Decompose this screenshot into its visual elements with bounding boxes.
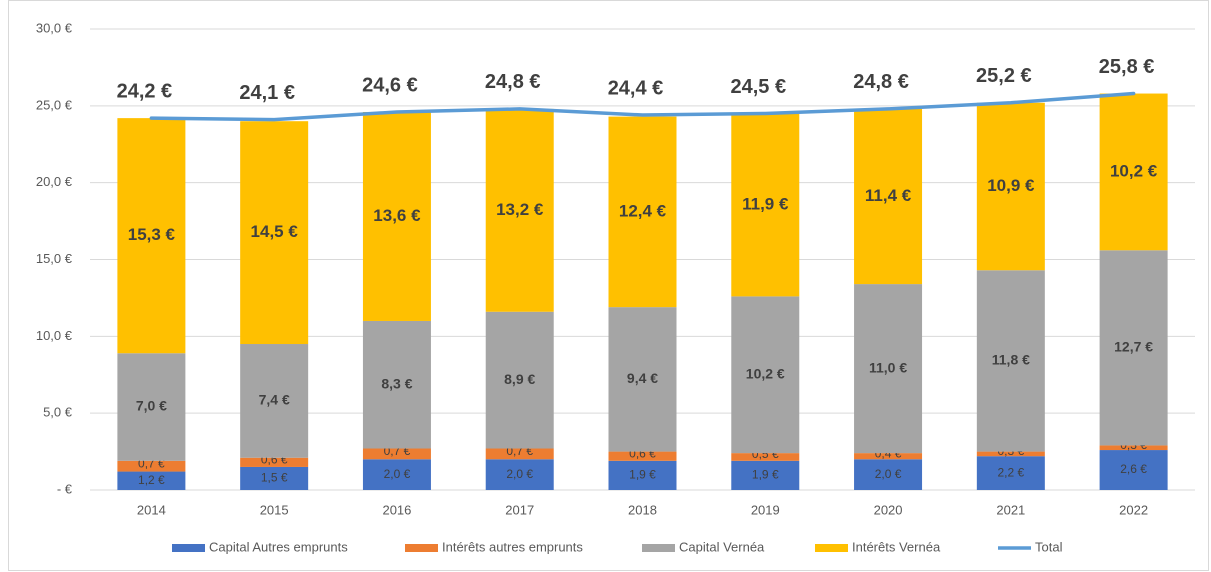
x-tick-label: 2015 xyxy=(260,502,289,517)
bar-segment xyxy=(976,270,1045,452)
data-label: 2,6 € xyxy=(1120,462,1147,476)
bar-segment xyxy=(485,459,554,490)
bar-segment xyxy=(608,451,677,461)
bar-segment xyxy=(731,453,800,461)
legend-label: Capital Autres emprunts xyxy=(209,539,348,554)
data-label: 10,2 € xyxy=(1110,161,1158,180)
x-tick-label: 2016 xyxy=(382,502,411,517)
total-label: 24,4 € xyxy=(608,77,664,99)
legend-swatch xyxy=(642,544,675,552)
line xyxy=(149,91,1136,122)
data-label: 9,4 € xyxy=(627,370,658,386)
data-label: 13,2 € xyxy=(496,200,544,219)
data-label: 8,3 € xyxy=(381,375,412,391)
bar-segment xyxy=(117,118,186,354)
data-label: 2,0 € xyxy=(506,467,533,481)
legend-label: Intérêts Vernéa xyxy=(852,539,941,554)
data-label: 2,2 € xyxy=(997,465,1024,479)
data-label: 7,0 € xyxy=(136,398,167,414)
y-tick-label: 5,0 € xyxy=(43,405,73,420)
data-label: 11,8 € xyxy=(992,352,1030,368)
bar-segment xyxy=(485,108,554,312)
x-tick-label: 2020 xyxy=(874,502,903,517)
data-label: 12,7 € xyxy=(1114,339,1153,355)
bar-segment xyxy=(854,108,923,285)
x-tick-label: 2017 xyxy=(505,502,534,517)
x-tick-label: 2022 xyxy=(1119,502,1148,517)
x-tick-label: 2018 xyxy=(628,502,657,517)
bar-segment xyxy=(240,121,309,345)
data-label: 10,2 € xyxy=(746,365,785,381)
y-tick-label: 15,0 € xyxy=(36,251,73,266)
bar-segment xyxy=(362,111,431,321)
data-label: 11,9 € xyxy=(742,194,789,213)
legend-swatch xyxy=(405,544,438,552)
bar-segment xyxy=(854,284,923,454)
bar-segment xyxy=(976,456,1045,490)
bar-segment xyxy=(117,460,186,472)
data-label: 2,0 € xyxy=(875,467,902,481)
bar-segment xyxy=(608,460,677,490)
legend-label: Intérêts autres emprunts xyxy=(442,539,583,554)
data-label: 11,4 € xyxy=(865,186,912,205)
data-label: 1,5 € xyxy=(261,471,288,485)
data-label: 11,0 € xyxy=(869,359,907,375)
bar-segment xyxy=(240,466,309,490)
data-label: 1,2 € xyxy=(138,473,165,487)
bar-segment xyxy=(362,448,431,460)
y-tick-label: 25,0 € xyxy=(36,97,73,112)
bar-segment xyxy=(731,113,800,297)
total-label: 24,2 € xyxy=(117,80,173,102)
bar-segment xyxy=(117,471,186,490)
x-tick-label: 2014 xyxy=(137,502,166,517)
bar-segment xyxy=(485,311,554,449)
legend-label: Capital Vernéa xyxy=(679,539,765,554)
data-label: 15,3 € xyxy=(128,225,176,244)
y-tick-label: 10,0 € xyxy=(36,328,73,343)
total-label: 25,8 € xyxy=(1099,56,1155,78)
data-label: 12,4 € xyxy=(619,201,667,220)
y-tick-label: - € xyxy=(57,481,73,496)
total-label: 24,8 € xyxy=(853,71,909,93)
bar-segment xyxy=(731,460,800,490)
y-tick-label: 30,0 € xyxy=(36,20,73,35)
bar-segment xyxy=(362,320,431,449)
bar-segment xyxy=(976,102,1045,271)
total-label: 24,5 € xyxy=(730,76,786,98)
total-label: 24,8 € xyxy=(485,71,541,93)
bar-segment xyxy=(1099,445,1168,451)
data-label: 8,9 € xyxy=(504,371,535,387)
data-label: 1,9 € xyxy=(629,468,656,482)
bar-segment xyxy=(854,459,923,490)
bar-segment xyxy=(1099,93,1168,251)
data-label: 10,9 € xyxy=(987,176,1035,195)
legend-swatch xyxy=(172,544,205,552)
total-label: 24,6 € xyxy=(362,74,418,96)
bar-segment xyxy=(976,451,1045,457)
bar-segment xyxy=(362,459,431,490)
bar-segment xyxy=(1099,450,1168,490)
bar-segment xyxy=(240,457,309,467)
data-label: 2,0 € xyxy=(384,467,411,481)
bar-segment xyxy=(485,448,554,460)
bar-segment xyxy=(240,344,309,458)
data-label: 1,9 € xyxy=(752,468,779,482)
bar-segment xyxy=(731,296,800,454)
bar-segment xyxy=(608,307,677,452)
legend-swatch xyxy=(815,544,848,552)
x-tick-label: 2019 xyxy=(751,502,780,517)
data-label: 14,5 € xyxy=(251,222,299,241)
bar-segment xyxy=(608,116,677,308)
bar-segment xyxy=(117,353,186,461)
data-label: 13,6 € xyxy=(373,206,421,225)
y-tick-label: 20,0 € xyxy=(36,174,73,189)
legend-label: Total xyxy=(1035,539,1063,554)
bar-segment xyxy=(854,453,923,460)
bar-segment xyxy=(1099,250,1168,446)
total-label: 24,1 € xyxy=(239,82,295,104)
total-label: 25,2 € xyxy=(976,65,1032,87)
data-label: 7,4 € xyxy=(259,392,290,408)
x-tick-label: 2021 xyxy=(996,502,1025,517)
